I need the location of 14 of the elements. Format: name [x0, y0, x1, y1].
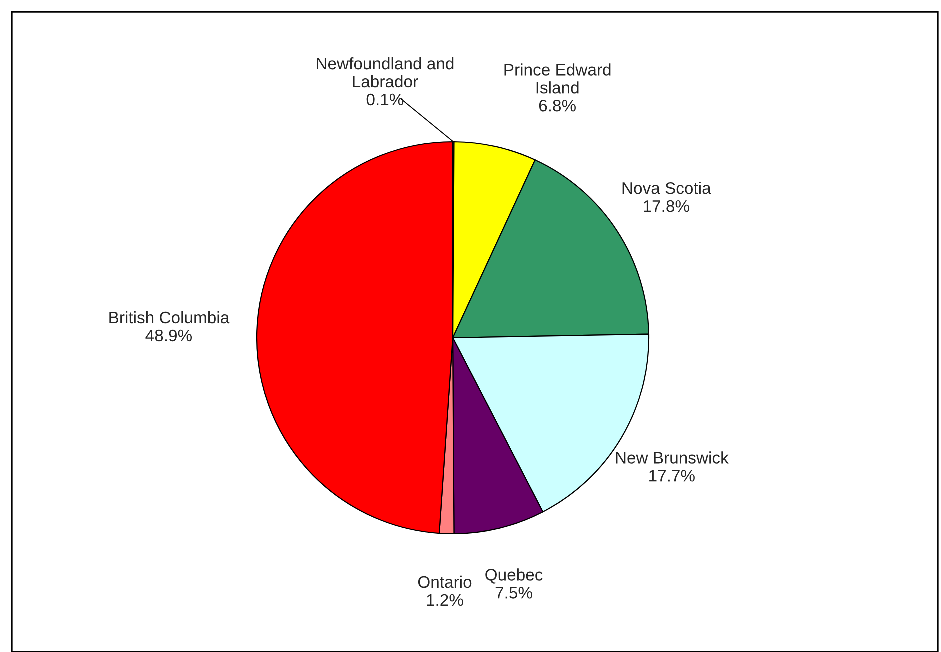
data-label: 0.1%	[366, 94, 404, 106]
slice-label: British Columbia	[110, 311, 230, 324]
slice-label: Ontario	[418, 576, 472, 588]
slice-label: Newfoundland and Labrador	[317, 57, 454, 88]
slice-label: Nova Scotia	[622, 182, 712, 194]
slice-label: Prince Edward Island	[504, 64, 611, 94]
data-label: 48.9%	[146, 330, 192, 342]
data-label: 17.7%	[650, 470, 695, 482]
data-label: 17.8%	[644, 200, 690, 212]
slice-label: New Brunswick	[616, 452, 729, 464]
data-label: 6.8%	[539, 100, 576, 112]
slice-label: Quebec	[486, 568, 543, 584]
data-label: 1.2%	[427, 594, 464, 606]
data-label: 7.5%	[496, 587, 532, 599]
